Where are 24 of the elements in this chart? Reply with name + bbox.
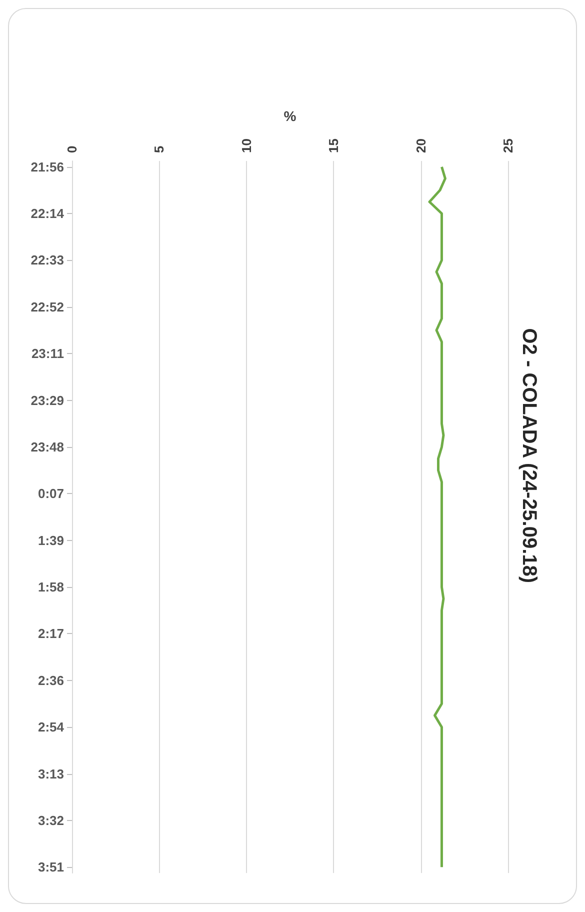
y-tick-label: 23:29 <box>30 392 64 408</box>
x-axis-title: % <box>284 108 297 124</box>
y-tick-label: 22:33 <box>30 252 64 268</box>
x-tick-label: 25 <box>500 138 516 153</box>
y-tick-label: 23:11 <box>31 346 64 362</box>
y-tick-label: 2:17 <box>38 626 64 642</box>
y-tick-label: 3:32 <box>38 812 64 828</box>
y-tick-label: 3:13 <box>38 766 64 782</box>
text: O2 - COLADA (24-25.09.18) <box>518 328 540 584</box>
x-tick-label: 0 <box>64 146 80 153</box>
y-tick-label: 2:36 <box>38 672 64 688</box>
y-tick-label: 21:56 <box>30 159 64 174</box>
y-tick-label: 22:52 <box>30 299 64 314</box>
x-tick-label: 20 <box>413 138 428 153</box>
x-tick-label: 5 <box>152 146 167 153</box>
x-tick-label: 15 <box>326 138 342 153</box>
y-tick-label: 23:48 <box>30 439 64 454</box>
y-tick-label: 2:54 <box>38 720 65 735</box>
y-tick-label: 1:58 <box>38 580 64 595</box>
x-tick-label: 10 <box>238 138 254 153</box>
y-tick-label: 0:07 <box>38 486 64 502</box>
y-tick-label: 22:14 <box>30 206 65 222</box>
y-tick-label: 3:51 <box>38 860 64 875</box>
y-tick-label: 1:39 <box>38 532 64 548</box>
